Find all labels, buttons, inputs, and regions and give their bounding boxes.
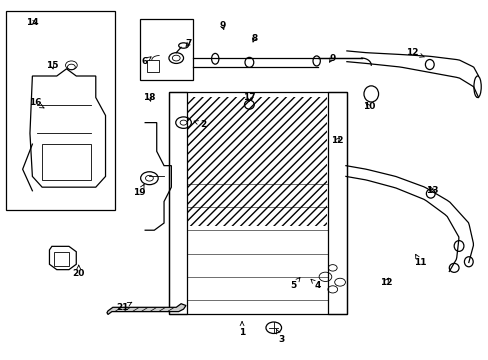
Bar — [188, 96, 327, 226]
Bar — [54, 252, 69, 266]
Text: 4: 4 — [310, 279, 320, 290]
Bar — [168, 92, 187, 315]
Text: 2: 2 — [194, 120, 206, 129]
Text: 7: 7 — [185, 39, 191, 48]
Text: 21: 21 — [116, 302, 131, 312]
Text: 6: 6 — [141, 57, 151, 66]
Text: 10: 10 — [362, 102, 374, 111]
Text: 13: 13 — [425, 186, 438, 195]
Text: 12: 12 — [330, 136, 343, 145]
Text: 8: 8 — [251, 34, 257, 43]
Text: 18: 18 — [143, 93, 155, 102]
Bar — [147, 60, 159, 72]
Text: 5: 5 — [289, 278, 299, 290]
Text: 1: 1 — [239, 322, 244, 337]
Text: 16: 16 — [28, 98, 44, 108]
Text: 12: 12 — [379, 278, 391, 287]
Bar — [5, 12, 115, 211]
Text: 3: 3 — [276, 329, 284, 344]
Text: 17: 17 — [243, 93, 255, 102]
Text: 20: 20 — [72, 265, 85, 278]
Polygon shape — [107, 304, 185, 315]
Text: 15: 15 — [45, 61, 58, 70]
Bar — [168, 92, 346, 315]
Bar — [140, 19, 193, 80]
Bar — [328, 92, 346, 315]
Bar — [42, 144, 91, 180]
Text: 14: 14 — [26, 18, 39, 27]
Text: 19: 19 — [133, 184, 146, 197]
Text: 12: 12 — [406, 48, 424, 57]
Text: 9: 9 — [328, 54, 335, 63]
Text: 11: 11 — [413, 254, 426, 267]
Text: 9: 9 — [219, 21, 225, 30]
